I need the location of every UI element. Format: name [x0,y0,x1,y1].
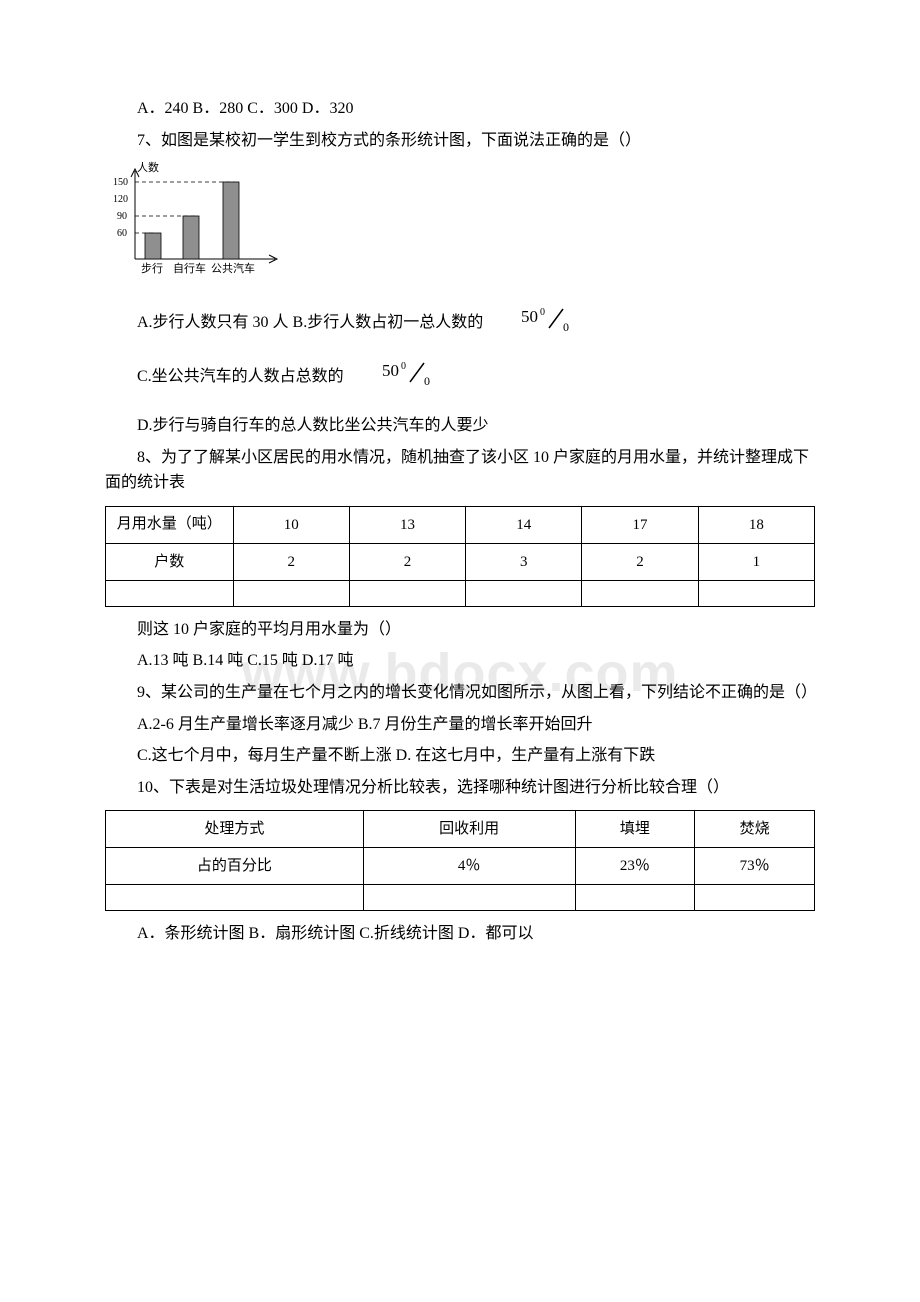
document-body: A．240 B．280 C．300 D．320 7、如图是某校初一学生到校方式的… [105,96,815,947]
q10-stem: 10、下表是对生活垃圾处理情况分析比较表，选择哪种统计图进行分析比较合理（） [105,775,815,801]
q8-val-3: 17 [582,506,698,543]
svg-text:0: 0 [401,361,406,372]
q10-r1c2: 回收利用 [363,811,575,848]
q7-bar-chart: 人数 150 120 90 60 步行 自行车 公共汽车 [105,159,285,288]
fraction-60-0-0: 50 0 0 [487,304,579,343]
q8-val-2: 14 [466,506,582,543]
y-axis-label: 人数 [137,161,159,174]
q10-r2c1: 占的百分比 [106,848,364,885]
svg-text:50: 50 [382,361,399,380]
svg-text:60: 60 [117,228,127,239]
q10-r1c3: 填埋 [575,811,695,848]
q8-stem: 8、为了了解某小区居民的用水情况，随机抽查了该小区 10 户家庭的月用水量，并统… [105,445,815,496]
svg-text:公共汽车: 公共汽车 [211,261,255,275]
q10-r2c4: 73％ [695,848,815,885]
q8-count-2: 3 [466,543,582,580]
q7-option-d: D.步行与骑自行车的总人数比坐公共汽车的人要少 [105,413,815,439]
q10-r2c3: 23％ [575,848,695,885]
q9-options-ab: A.2-6 月生产量增长率逐月减少 B.7 月份生产量的增长率开始回升 [105,712,815,738]
q8-options: A.13 吨 B.14 吨 C.15 吨 D.17 吨 [105,648,815,674]
q8-val-4: 18 [698,506,814,543]
q8-count-3: 2 [582,543,698,580]
q8-val-1: 13 [349,506,465,543]
svg-text:90: 90 [117,211,127,222]
q8-count-4: 1 [698,543,814,580]
q8-row2-label: 户数 [106,543,234,580]
svg-text:50: 50 [521,307,538,326]
q7-opt-c-text: C.坐公共汽车的人数占总数的 [137,368,344,385]
q6-options: A．240 B．280 C．300 D．320 [105,96,815,122]
q10-r1c4: 焚烧 [695,811,815,848]
q8-count-1: 2 [349,543,465,580]
svg-text:0: 0 [540,307,545,318]
q7-opt-ab-text: A.步行人数只有 30 人 B.步行人数占初一总人数的 [137,314,483,331]
q8-table: 月用水量（吨） 10 13 14 17 18 户数 2 2 3 2 1 [105,506,815,607]
q10-r1c1: 处理方式 [106,811,364,848]
q10-r2c2: 4％ [363,848,575,885]
q8-val-0: 10 [233,506,349,543]
q7-stem: 7、如图是某校初一学生到校方式的条形统计图，下面说法正确的是（） [105,128,815,154]
fraction-50-0-0: 50 0 0 [348,358,440,397]
q7-option-ab: A.步行人数只有 30 人 B.步行人数占初一总人数的 50 0 0 [105,304,815,343]
svg-text:0: 0 [563,320,569,334]
q9-stem: 9、某公司的生产量在七个月之内的增长变化情况如图所示，从图上看，下列结论不正确的… [105,680,815,706]
svg-text:120: 120 [113,194,128,205]
q7-option-c: C.坐公共汽车的人数占总数的 50 0 0 [105,358,815,397]
q8-question: 则这 10 户家庭的平均月用水量为（） [105,617,815,643]
q8-count-0: 2 [233,543,349,580]
svg-text:150: 150 [113,177,128,188]
svg-text:0: 0 [424,374,430,388]
q8-header-label: 月用水量（吨） [106,506,234,543]
q9-options-cd: C.这七个月中，每月生产量不断上涨 D. 在这七月中，生产量有上涨有下跌 [105,743,815,769]
q10-options: A．条形统计图 B．扇形统计图 C.折线统计图 D．都可以 [105,921,815,947]
svg-text:步行: 步行 [141,262,163,275]
q10-table: 处理方式 回收利用 填埋 焚烧 占的百分比 4％ 23％ 73％ [105,810,815,911]
svg-text:自行车: 自行车 [173,261,206,275]
